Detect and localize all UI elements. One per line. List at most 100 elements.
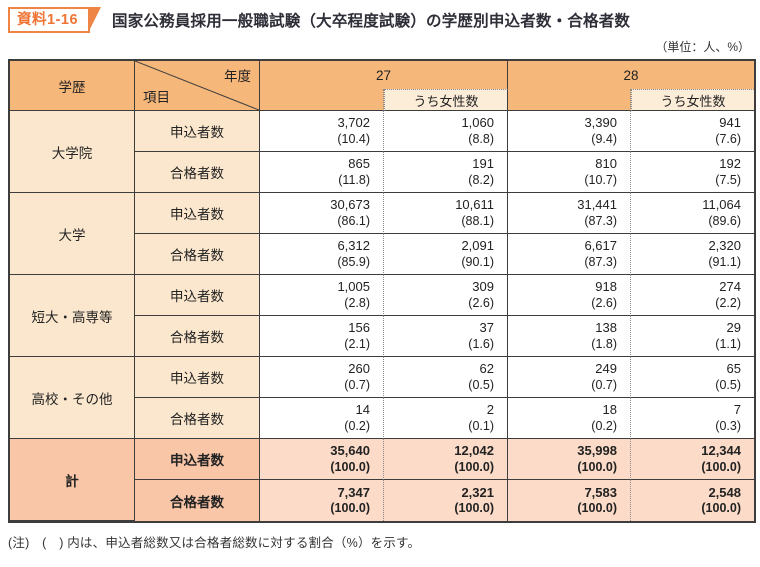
value-percent: (0.5) [468, 377, 494, 392]
value-percent: (10.4) [337, 131, 370, 146]
value-percent: (100.0) [454, 459, 494, 474]
value-number: 65 [726, 361, 741, 377]
value-number: 31,441 [577, 197, 617, 213]
table-row: 合格者数 14 (0.2) 2 (0.1) 18 (0.2) 7 (0.3) [10, 398, 754, 439]
value-number: 191 [472, 156, 494, 172]
value-cell: 14 (0.2) [260, 398, 384, 439]
value-number: 7 [733, 402, 741, 418]
value-number: 3,702 [337, 115, 370, 131]
value-cell: 249 (0.7) [508, 357, 631, 398]
value-percent: (11.8) [338, 172, 370, 187]
row-label-cell: 申込者数 [135, 111, 260, 152]
value-cell: 3,390 (9.4) [508, 111, 631, 152]
value-percent: (10.7) [584, 172, 617, 187]
value-number: 260 [348, 361, 370, 377]
value-number: 35,998 [577, 443, 617, 459]
diagonal-divider-line [135, 61, 259, 110]
value-percent: (100.0) [330, 501, 370, 516]
value-number: 2,091 [461, 238, 494, 254]
table-row-total: 計 申込者数 35,640 (100.0) 12,042 (100.0) 35,99… [10, 439, 754, 521]
value-cell: 1,005 (2.8) [260, 275, 384, 316]
value-number: 10,611 [455, 197, 494, 213]
value-percent: (0.7) [344, 377, 370, 392]
value-percent: (100.0) [330, 459, 370, 474]
header-gakureki: 学歴 [10, 61, 135, 111]
group-label-cell: 大学院 [10, 111, 135, 193]
value-number: 18 [602, 402, 617, 418]
value-cell: 138 (1.8) [508, 316, 631, 357]
value-cell: 260 (0.7) [260, 357, 384, 398]
value-percent: (100.0) [701, 501, 741, 516]
value-number: 1,060 [461, 115, 494, 131]
value-percent: (8.2) [468, 172, 494, 187]
value-percent: (89.6) [708, 213, 741, 228]
table-row: 大学 申込者数 30,673 (86.1) 10,611 (88.1) 31,441… [10, 193, 754, 275]
table-row: 合格者数 865 (11.8) 191 (8.2) 810 (10.7) 192 (7.… [10, 152, 754, 193]
value-cell: 309 (2.6) [384, 275, 508, 316]
value-cell: 10,611 (88.1) [384, 193, 508, 234]
row-label-cell: 合格者数 [135, 152, 260, 193]
value-percent: (2.2) [715, 295, 741, 310]
value-cell: 2,548 (100.0) [631, 480, 754, 521]
value-percent: (100.0) [701, 459, 741, 474]
value-number: 156 [348, 320, 370, 336]
value-cell: 192 (7.5) [631, 152, 754, 193]
value-percent: (88.1) [461, 213, 494, 228]
value-cell: 12,042 (100.0) [384, 439, 508, 480]
value-number: 2,548 [708, 484, 741, 500]
row-label-cell: 申込者数 [135, 439, 260, 480]
value-percent: (90.1) [461, 254, 494, 269]
value-number: 865 [348, 156, 370, 172]
header-year-28: 28 [508, 61, 754, 89]
value-number: 30,673 [330, 197, 370, 213]
value-percent: (87.3) [584, 213, 617, 228]
value-cell: 12,344 (100.0) [631, 439, 754, 480]
value-number: 309 [472, 279, 494, 295]
value-percent: (87.3) [584, 254, 617, 269]
value-cell: 35,640 (100.0) [260, 439, 384, 480]
value-number: 138 [595, 320, 617, 336]
value-cell: 941 (7.6) [631, 111, 754, 152]
value-percent: (7.6) [715, 131, 741, 146]
value-number: 810 [595, 156, 617, 172]
value-number: 62 [479, 361, 494, 377]
value-percent: (100.0) [577, 459, 617, 474]
value-cell: 31,441 (87.3) [508, 193, 631, 234]
value-cell: 7,583 (100.0) [508, 480, 631, 521]
row-label-cell: 申込者数 [135, 275, 260, 316]
group-label-cell: 大学 [10, 193, 135, 275]
value-cell: 3,702 (10.4) [260, 111, 384, 152]
value-number: 249 [595, 361, 617, 377]
value-number: 12,042 [454, 443, 494, 459]
value-cell: 156 (2.1) [260, 316, 384, 357]
value-cell: 65 (0.5) [631, 357, 754, 398]
value-cell: 191 (8.2) [384, 152, 508, 193]
value-number: 1,005 [337, 279, 370, 295]
value-number: 192 [719, 156, 741, 172]
row-label-cell: 合格者数 [135, 398, 260, 439]
value-number: 37 [479, 320, 494, 336]
value-percent: (2.1) [344, 336, 370, 351]
value-percent: (2.6) [591, 295, 617, 310]
table-row: 大学院 申込者数 3,702 (10.4) 1,060 (8.8) 3,390 (9.… [10, 111, 754, 193]
row-label-cell: 合格者数 [135, 480, 260, 521]
value-percent: (9.4) [591, 131, 617, 146]
value-cell: 37 (1.6) [384, 316, 508, 357]
footnote: (注) ( ) 内は、申込者総数又は合格者総数に対する割合（%）を示す。 [8, 536, 421, 550]
value-percent: (8.8) [468, 131, 494, 146]
value-percent: (2.8) [344, 295, 370, 310]
corner-year-label: 年度 [224, 69, 251, 84]
value-cell: 6,312 (85.9) [260, 234, 384, 275]
value-cell: 7 (0.3) [631, 398, 754, 439]
unit-note: （単位：人、%） [655, 40, 750, 54]
value-number: 2,321 [461, 484, 494, 500]
value-number: 7,583 [584, 484, 617, 500]
value-number: 7,347 [337, 484, 370, 500]
header-female-27: うち女性数 [384, 89, 508, 111]
value-cell: 865 (11.8) [260, 152, 384, 193]
group-label-cell: 計 [10, 439, 135, 521]
value-percent: (100.0) [577, 501, 617, 516]
value-percent: (85.9) [337, 254, 370, 269]
value-percent: (2.6) [468, 295, 494, 310]
value-number: 11,064 [702, 197, 741, 213]
